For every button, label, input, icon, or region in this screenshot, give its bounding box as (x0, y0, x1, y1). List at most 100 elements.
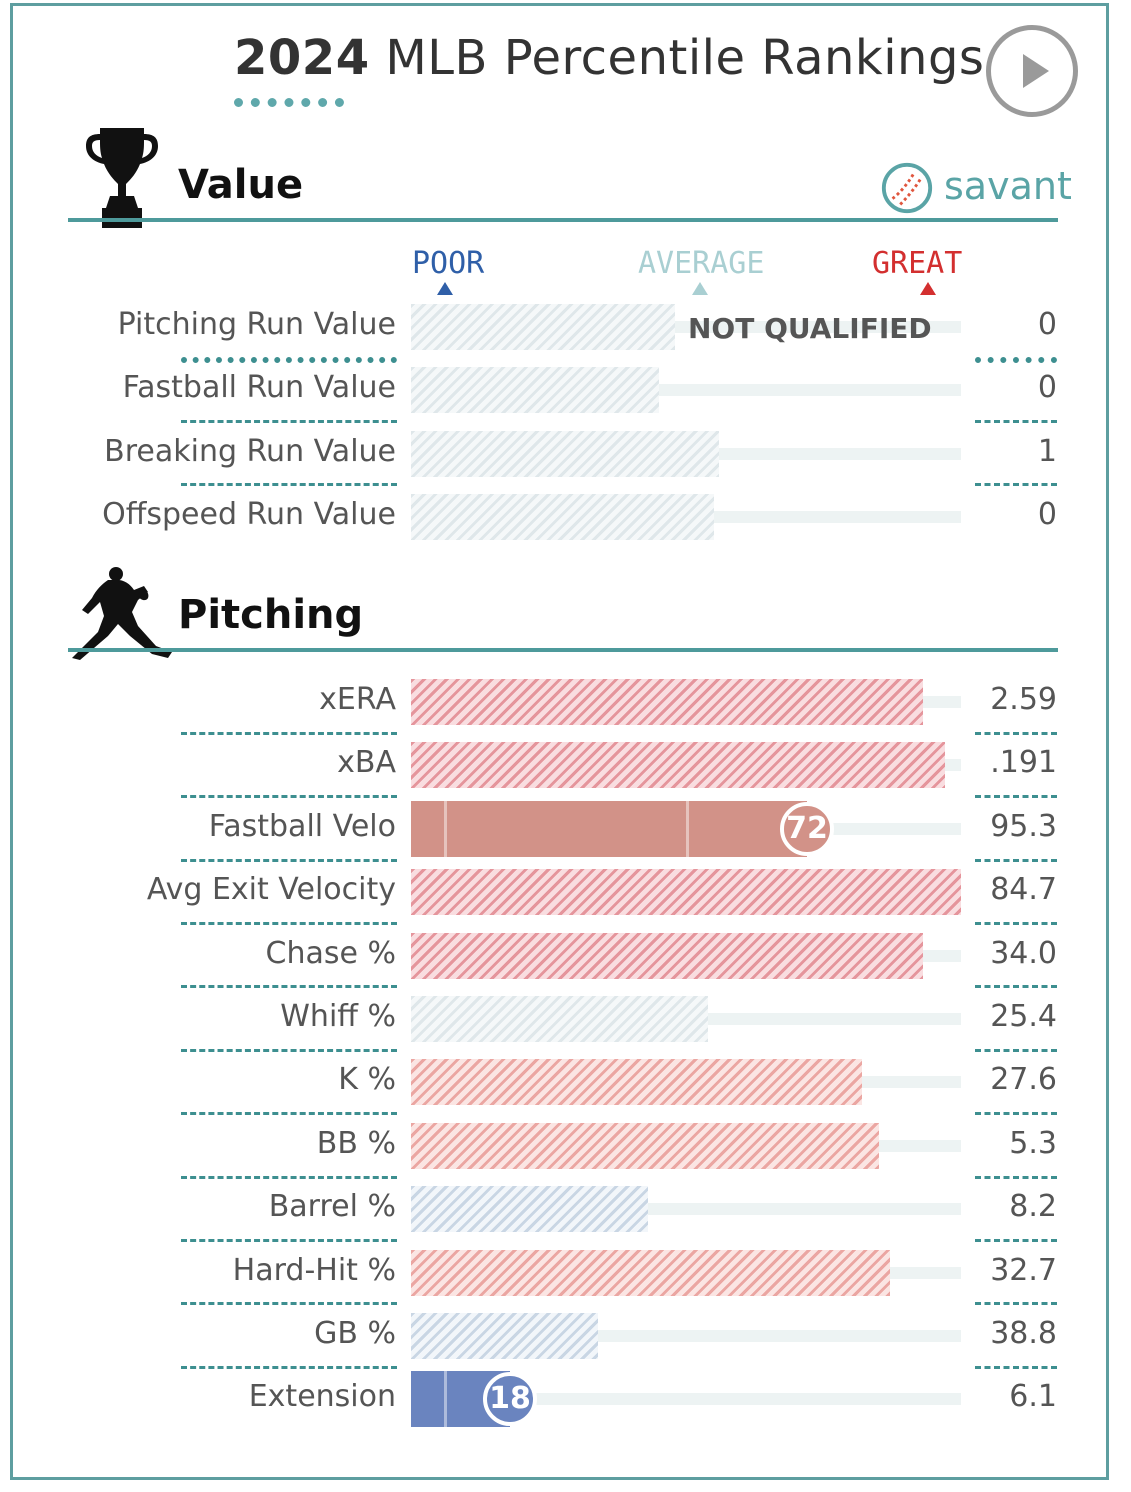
row-separator-right (975, 858, 1057, 862)
metric-value-extension: 6.1 (1009, 1379, 1057, 1415)
bar-tick (444, 800, 447, 857)
row-separator-left (181, 1302, 397, 1306)
row-separator-right (975, 356, 1057, 363)
metric-bar-barrel (411, 1186, 648, 1233)
metric-label-fastball-velo: Fastball Velo (208, 808, 396, 844)
row-separator-left (181, 731, 397, 735)
metric-value-k: 27.6 (990, 1062, 1057, 1098)
play-button[interactable] (986, 25, 1078, 117)
metric-label-fastball-run-value: Fastball Run Value (122, 370, 396, 406)
page-title: 2024 MLB Percentile Rankings (234, 30, 984, 86)
not-qualified-label: NOT QUALIFIED (688, 312, 932, 345)
row-separator-left (181, 1175, 397, 1179)
metric-value-pitching-run-value: 0 (1037, 307, 1057, 342)
metric-value-whiff: 25.4 (990, 999, 1057, 1034)
metric-bar-xba (411, 742, 945, 789)
metric-value-breaking-run-value: 1 (1037, 433, 1057, 469)
metric-value-xera: 2.59 (990, 682, 1057, 717)
metric-bar-fastball-velo (411, 800, 807, 857)
row-separator-right (975, 1048, 1057, 1052)
row-separator-right (975, 921, 1057, 925)
metric-label-barrel: Barrel % (268, 1189, 396, 1225)
scale-great-marker (920, 282, 936, 295)
metric-bar-xera (411, 679, 923, 725)
title-underline (234, 98, 344, 107)
metric-label-pitching-run-value: Pitching Run Value (117, 307, 396, 342)
card-frame (10, 3, 1109, 1480)
metric-bar-offspeed-run-value (411, 493, 714, 540)
bar-tick (686, 800, 689, 857)
value-section-rule (68, 218, 1058, 222)
metric-value-offspeed-run-value: 0 (1037, 496, 1057, 532)
title-year: 2024 (234, 30, 370, 86)
metric-label-whiff: Whiff % (280, 999, 396, 1034)
metric-label-extension: Extension (248, 1379, 396, 1415)
row-separator-right (975, 1365, 1057, 1369)
metric-bar-whiff (411, 996, 708, 1042)
metric-bar-chase (411, 932, 923, 979)
metric-bar-gb (411, 1313, 598, 1359)
row-separator-right (975, 731, 1057, 735)
pitcher-icon (72, 567, 172, 660)
row-separator-left (181, 1365, 397, 1369)
row-separator-left (181, 795, 397, 799)
metric-bar-fastball-run-value (411, 367, 659, 414)
row-separator-left (181, 1048, 397, 1052)
metric-value-bb: 5.3 (1009, 1125, 1057, 1161)
metric-label-avg-exit-velocity: Avg Exit Velocity (146, 872, 396, 908)
row-separator-right (975, 1175, 1057, 1179)
metric-label-breaking-run-value: Breaking Run Value (104, 433, 396, 469)
metric-bar-bb (411, 1122, 879, 1169)
row-separator-left (181, 483, 397, 487)
metric-bar-hard-hit (411, 1249, 890, 1296)
pitching-section-rule (68, 648, 1058, 652)
row-separator-right (975, 419, 1057, 423)
bar-tick (444, 1371, 447, 1428)
percentile-bubble-fastball-velo: 72 (780, 801, 834, 856)
metric-label-xera: xERA (319, 682, 396, 717)
metric-value-hard-hit: 32.7 (990, 1252, 1057, 1288)
metric-track-extension (411, 1393, 961, 1406)
metric-label-hard-hit: Hard-Hit % (232, 1252, 396, 1288)
title-text: MLB Percentile Rankings (385, 30, 985, 86)
section-title-pitching: Pitching (178, 592, 364, 638)
section-title-value: Value (178, 162, 304, 208)
scale-average-label: AVERAGE (638, 246, 765, 281)
row-separator-left (181, 356, 397, 363)
metric-label-xba: xBA (337, 745, 396, 781)
trophy-icon (86, 128, 158, 228)
metric-bar-avg-exit-velocity (411, 869, 961, 916)
row-separator-right (975, 1302, 1057, 1306)
row-separator-left (181, 1112, 397, 1116)
scale-poor-label: POOR (412, 246, 485, 281)
baseball-icon (881, 162, 933, 214)
row-separator-left (181, 1238, 397, 1242)
metric-label-offspeed-run-value: Offspeed Run Value (102, 496, 396, 532)
row-separator-right (975, 1238, 1057, 1242)
metric-value-chase: 34.0 (990, 935, 1057, 971)
metric-value-xba: .191 (990, 745, 1057, 781)
row-separator-left (181, 921, 397, 925)
row-separator-right (975, 1112, 1057, 1116)
row-separator-left (181, 985, 397, 989)
metric-label-bb: BB % (316, 1125, 396, 1161)
metric-bar-k (411, 1059, 862, 1106)
metric-value-fastball-velo: 95.3 (990, 808, 1057, 844)
percentile-bubble-extension: 18 (483, 1372, 537, 1427)
row-separator-right (975, 985, 1057, 989)
row-separator-left (181, 858, 397, 862)
scale-great-label: GREAT (872, 246, 963, 281)
metric-value-avg-exit-velocity: 84.7 (990, 872, 1057, 908)
savant-logo-text: savant (944, 164, 1072, 208)
row-separator-right (975, 795, 1057, 799)
play-icon (1023, 54, 1049, 88)
row-separator-left (181, 419, 397, 423)
metric-bar-breaking-run-value (411, 430, 719, 477)
metric-value-fastball-run-value: 0 (1037, 370, 1057, 406)
metric-label-k: K % (338, 1062, 396, 1098)
metric-label-gb: GB % (314, 1316, 396, 1351)
metric-label-chase: Chase % (265, 935, 396, 971)
row-separator-right (975, 483, 1057, 487)
metric-bar-pitching-run-value (411, 304, 675, 350)
scale-poor-marker (437, 282, 453, 295)
